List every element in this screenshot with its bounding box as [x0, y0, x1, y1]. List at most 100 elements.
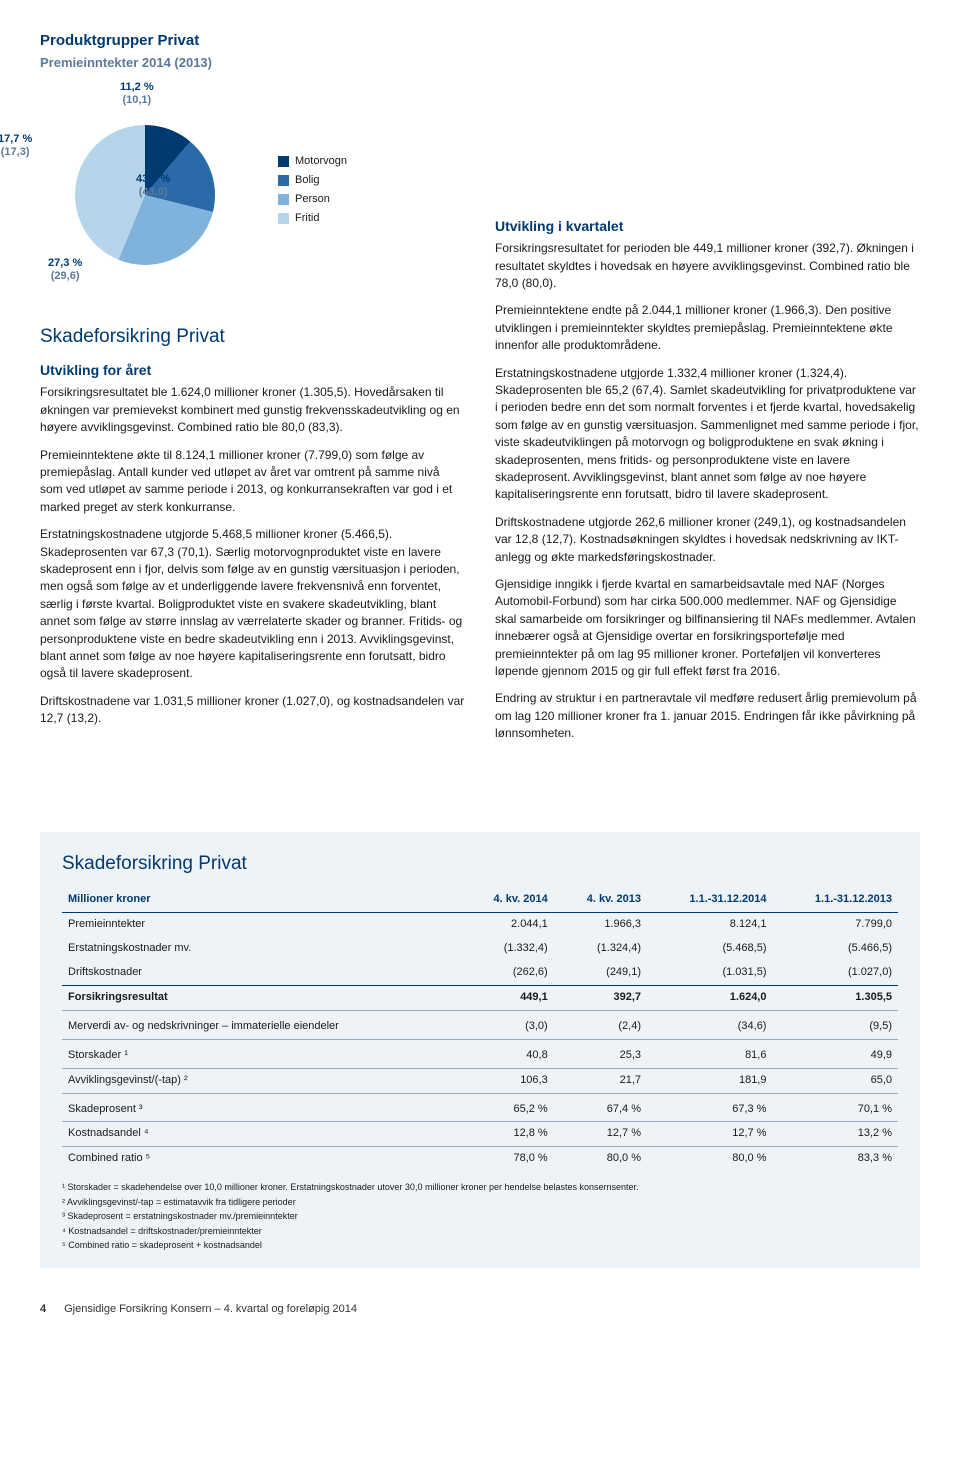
- legend-swatch: [278, 213, 289, 224]
- table-row: Avviklingsgevinst/(-tap) ²106,321,7181,9…: [62, 1068, 898, 1093]
- pie-slice-label: 27,3 %(29,6): [48, 257, 82, 283]
- table-header-cell: 1.1.-31.12.2013: [772, 888, 898, 912]
- table-cell: 83,3 %: [772, 1147, 898, 1171]
- table-cell: Kostnadsandel ⁴: [62, 1122, 460, 1147]
- table-cell: Combined ratio ⁵: [62, 1147, 460, 1171]
- table-cell: 78,0 %: [460, 1147, 553, 1171]
- table-row: Kostnadsandel ⁴12,8 %12,7 %12,7 %13,2 %: [62, 1122, 898, 1147]
- table-row: Skadeprosent ³65,2 %67,4 %67,3 %70,1 %: [62, 1093, 898, 1122]
- table-cell: 8.124,1: [647, 912, 772, 936]
- left-subheading: Utvikling for året: [40, 360, 465, 380]
- table-cell: (1.332,4): [460, 937, 553, 961]
- table-cell: 81,6: [647, 1039, 772, 1068]
- table-cell: 65,2 %: [460, 1093, 553, 1122]
- table-cell: (262,6): [460, 961, 553, 985]
- chart-subtitle: Premieinntekter 2014 (2013): [40, 54, 465, 73]
- table-cell: (1.027,0): [772, 961, 898, 985]
- chart-title: Produktgrupper Privat: [40, 30, 465, 52]
- table-cell: 21,7: [554, 1068, 647, 1093]
- body-text: Erstatningskostnadene utgjorde 5.468,5 m…: [40, 526, 465, 683]
- left-section-heading: Skadeforsikring Privat: [40, 323, 465, 351]
- legend-label: Motorvogn: [295, 154, 347, 170]
- legend-swatch: [278, 194, 289, 205]
- table-cell: Driftskostnader: [62, 961, 460, 985]
- table-cell: 12,7 %: [554, 1122, 647, 1147]
- table-row: Combined ratio ⁵78,0 %80,0 %80,0 %83,3 %: [62, 1147, 898, 1171]
- pie-slice-label: 11,2 %(10,1): [120, 81, 154, 107]
- table-row: Erstatningskostnader mv.(1.332,4)(1.324,…: [62, 937, 898, 961]
- table-cell: Forsikringsresultat: [62, 985, 460, 1010]
- body-text: Erstatningskostnadene utgjorde 1.332,4 m…: [495, 365, 920, 504]
- table-cell: 1.966,3: [554, 912, 647, 936]
- table-cell: 70,1 %: [772, 1093, 898, 1122]
- table-row: Forsikringsresultat449,1392,71.624,01.30…: [62, 985, 898, 1010]
- table-cell: (249,1): [554, 961, 647, 985]
- pie-chart: 11,2 %(10,1)17,7 %(17,3)27,3 %(29,6)43,8…: [40, 87, 465, 297]
- right-subheading: Utvikling i kvartalet: [495, 216, 920, 236]
- table-cell: 49,9: [772, 1039, 898, 1068]
- table-header-cell: Millioner kroner: [62, 888, 460, 912]
- footnote: ³ Skadeprosent = erstatningskostnader mv…: [62, 1210, 898, 1224]
- table-cell: Premieinntekter: [62, 912, 460, 936]
- legend-item: Bolig: [278, 173, 347, 189]
- body-text: Driftskostnadene var 1.031,5 millioner k…: [40, 693, 465, 728]
- table-cell: 181,9: [647, 1068, 772, 1093]
- table-cell: 80,0 %: [647, 1147, 772, 1171]
- table-cell: 449,1: [460, 985, 553, 1010]
- table-cell: 7.799,0: [772, 912, 898, 936]
- table-row: Storskader ¹40,825,381,649,9: [62, 1039, 898, 1068]
- table-cell: 12,8 %: [460, 1122, 553, 1147]
- data-table: Millioner kroner4. kv. 20144. kv. 20131.…: [62, 888, 898, 1171]
- table-cell: Storskader ¹: [62, 1039, 460, 1068]
- table-cell: Erstatningskostnader mv.: [62, 937, 460, 961]
- table-cell: 40,8: [460, 1039, 553, 1068]
- legend-label: Bolig: [295, 173, 319, 189]
- body-text: Gjensidige inngikk i fjerde kvartal en s…: [495, 576, 920, 680]
- table-cell: 67,4 %: [554, 1093, 647, 1122]
- data-table-block: Skadeforsikring Privat Millioner kroner4…: [40, 832, 920, 1267]
- body-text: Premieinntektene økte til 8.124,1 millio…: [40, 447, 465, 517]
- table-cell: 12,7 %: [647, 1122, 772, 1147]
- table-cell: (5.466,5): [772, 937, 898, 961]
- footnote: ⁵ Combined ratio = skadeprosent + kostna…: [62, 1239, 898, 1253]
- page-footer: 4 Gjensidige Forsikring Konsern – 4. kva…: [40, 1302, 920, 1318]
- table-cell: Avviklingsgevinst/(-tap) ²: [62, 1068, 460, 1093]
- table-cell: (2,4): [554, 1010, 647, 1039]
- legend-item: Person: [278, 192, 347, 208]
- body-text: Forsikringsresultatet ble 1.624,0 millio…: [40, 384, 465, 436]
- table-cell: 1.624,0: [647, 985, 772, 1010]
- table-cell: 1.305,5: [772, 985, 898, 1010]
- table-row: Premieinntekter2.044,11.966,38.124,17.79…: [62, 912, 898, 936]
- table-cell: 25,3: [554, 1039, 647, 1068]
- table-cell: 67,3 %: [647, 1093, 772, 1122]
- legend-item: Motorvogn: [278, 154, 347, 170]
- footer-text: Gjensidige Forsikring Konsern – 4. kvart…: [64, 1302, 357, 1318]
- table-cell: (9,5): [772, 1010, 898, 1039]
- table-cell: 2.044,1: [460, 912, 553, 936]
- table-cell: (34,6): [647, 1010, 772, 1039]
- legend-item: Fritid: [278, 211, 347, 227]
- body-text: Driftskostnadene utgjorde 262,6 millione…: [495, 514, 920, 566]
- table-row: Merverdi av- og nedskrivninger – immater…: [62, 1010, 898, 1039]
- table-cell: 392,7: [554, 985, 647, 1010]
- pie-slice-label: 17,7 %(17,3): [0, 133, 32, 159]
- table-cell: (3,0): [460, 1010, 553, 1039]
- table-cell: 106,3: [460, 1068, 553, 1093]
- table-header-cell: 4. kv. 2014: [460, 888, 553, 912]
- table-cell: 13,2 %: [772, 1122, 898, 1147]
- legend-label: Person: [295, 192, 330, 208]
- table-header-cell: 1.1.-31.12.2014: [647, 888, 772, 912]
- pie-slice-label: 43,8 %(43,0): [136, 173, 170, 199]
- table-cell: 65,0: [772, 1068, 898, 1093]
- footnote: ¹ Storskader = skadehendelse over 10,0 m…: [62, 1181, 898, 1195]
- legend-label: Fritid: [295, 211, 319, 227]
- table-cell: Skadeprosent ³: [62, 1093, 460, 1122]
- table-cell: Merverdi av- og nedskrivninger – immater…: [62, 1010, 460, 1039]
- legend-swatch: [278, 156, 289, 167]
- table-title: Skadeforsikring Privat: [62, 850, 898, 878]
- table-row: Driftskostnader(262,6)(249,1)(1.031,5)(1…: [62, 961, 898, 985]
- body-text: Premieinntektene endte på 2.044,1 millio…: [495, 302, 920, 354]
- footnote: ² Avviklingsgevinst/-tap = estimatavvik …: [62, 1196, 898, 1210]
- legend-swatch: [278, 175, 289, 186]
- table-cell: 80,0 %: [554, 1147, 647, 1171]
